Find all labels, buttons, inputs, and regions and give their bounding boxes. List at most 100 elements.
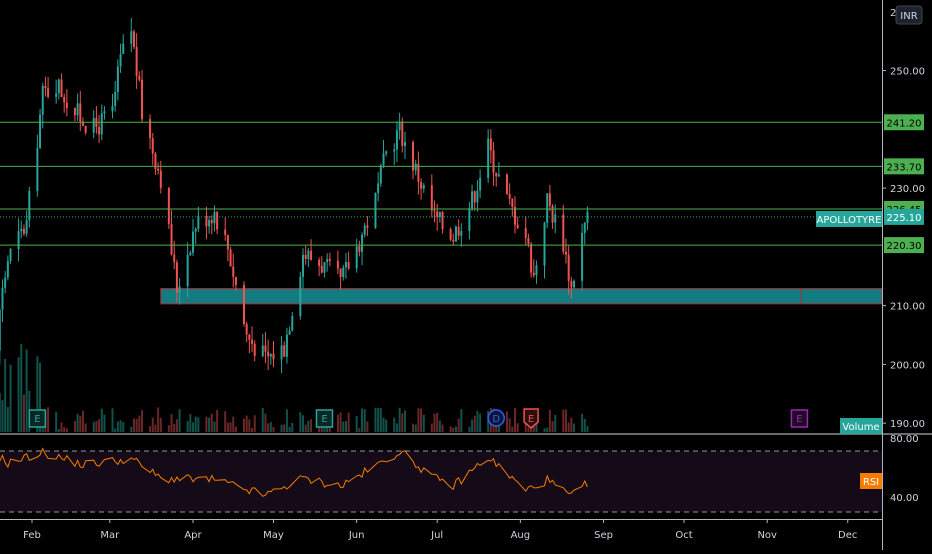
volume-bar [457, 418, 460, 432]
volume-bar [95, 420, 98, 432]
candle-body [149, 119, 152, 139]
volume-bar [1, 400, 4, 432]
candle-body [358, 246, 361, 252]
rsi-line [0, 447, 588, 497]
volume-bar [438, 420, 441, 432]
candle-body [310, 250, 313, 260]
candle-body [65, 102, 68, 109]
candle-body [441, 212, 444, 230]
candle-body [412, 141, 415, 171]
volume-bar [433, 413, 436, 432]
candle-body [57, 79, 60, 94]
candle-body [326, 258, 329, 263]
candle-body [114, 92, 117, 107]
volume-bar [192, 422, 194, 432]
candle-body [546, 193, 549, 223]
candle-body [55, 93, 58, 97]
candle-body [151, 138, 154, 154]
candle-body [116, 66, 119, 93]
candle-body [154, 153, 157, 169]
candle-body [130, 31, 133, 44]
volume-bar [229, 422, 232, 432]
event-marker-label: E [528, 414, 534, 425]
volume-bar [98, 419, 101, 432]
time-tick-label: Oct [675, 530, 692, 541]
candle-body [339, 268, 342, 278]
volume-bar [197, 417, 200, 432]
volume-bar [114, 428, 117, 432]
candle-body [489, 138, 492, 151]
candle-body [141, 79, 144, 120]
volume-bar [57, 428, 60, 432]
candle-body [530, 243, 533, 273]
volume-bar [567, 422, 570, 432]
volume-bar [310, 419, 313, 432]
time-tick-label: Mar [100, 530, 120, 541]
volume-bar [76, 413, 79, 432]
time-tick-label: Apr [184, 530, 202, 541]
candle-body [543, 222, 546, 266]
volume-bar [393, 417, 396, 432]
volume-bar [205, 416, 208, 432]
candle-body [433, 210, 436, 212]
candle-body [583, 222, 586, 233]
candle-body [0, 309, 1, 351]
volume-bar [374, 407, 377, 432]
candle-body [377, 183, 380, 193]
volume-bar [508, 418, 511, 432]
level-label: 233.70 [887, 162, 922, 173]
time-tick-label: Feb [23, 530, 41, 541]
candle-body [272, 353, 275, 360]
volume-bar [398, 407, 401, 432]
currency-button[interactable]: INR [900, 11, 917, 22]
event-marker-label: E [796, 414, 802, 425]
candle-body [28, 191, 31, 221]
candle-body [436, 211, 439, 217]
volume-bar [170, 414, 173, 432]
volume-bar [363, 409, 366, 432]
candle-body [320, 265, 323, 273]
volume-bar [291, 422, 294, 432]
volume-bar [245, 415, 248, 432]
currency-button-bg[interactable] [895, 5, 923, 25]
price-tick-label: 200.00 [890, 360, 925, 371]
candle-body [554, 214, 557, 223]
volume-bar [288, 426, 291, 432]
volume-bar [454, 426, 457, 432]
volume-bar [267, 423, 270, 432]
candle-body [25, 220, 28, 234]
volume-bar [358, 428, 361, 432]
time-tick-label: Jun [348, 530, 365, 541]
candle-body [132, 31, 135, 47]
candle-body [476, 190, 479, 203]
candle-body [514, 206, 516, 225]
candle-body [363, 225, 366, 235]
volume-bar [224, 411, 227, 432]
candle-body [178, 286, 181, 293]
candle-body [192, 231, 194, 253]
candle-body [47, 87, 50, 97]
level-label-bg [884, 158, 924, 175]
candle-body [374, 192, 377, 228]
candle-body [232, 266, 235, 277]
volume-bar [122, 421, 125, 432]
volume-bar [487, 410, 490, 432]
volume-bar [505, 411, 508, 432]
earnings-marker [790, 409, 809, 428]
candle-body [98, 127, 101, 135]
last-price-bg [884, 208, 924, 225]
candle-body [267, 351, 270, 357]
candle-body [516, 224, 519, 229]
volume-bar [280, 424, 283, 432]
candle-body [1, 287, 4, 310]
earnings-marker [315, 409, 334, 428]
candle-body [175, 262, 178, 293]
candle-body [73, 108, 76, 116]
volume-bar [479, 413, 482, 432]
volume-bar [473, 415, 476, 432]
candle-body [197, 216, 200, 229]
candle-body [307, 250, 310, 259]
